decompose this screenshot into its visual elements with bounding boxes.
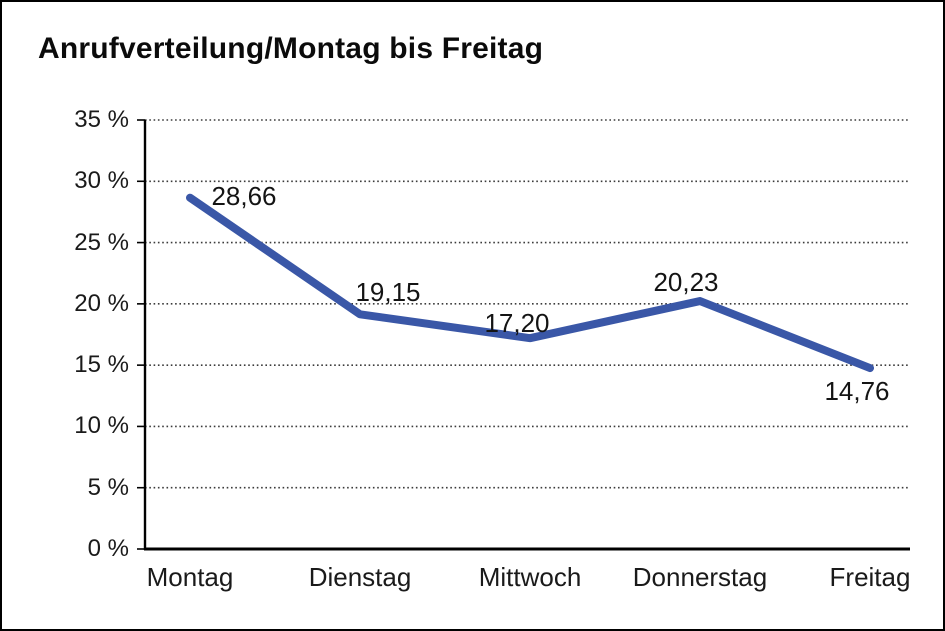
x-category-label: Donnerstag bbox=[632, 562, 768, 592]
y-tick-label: 25 % bbox=[74, 228, 129, 256]
y-tick-label: 15 % bbox=[74, 351, 129, 379]
y-tick-label: 20 % bbox=[74, 289, 129, 317]
y-tick-label: 10 % bbox=[74, 412, 129, 440]
x-category-label: Freitag bbox=[829, 562, 911, 592]
y-tick-label: 35 % bbox=[74, 106, 129, 133]
data-point-label: 14,76 bbox=[824, 376, 890, 407]
y-tick-label: 5 % bbox=[87, 473, 129, 501]
y-tick-label: 0 % bbox=[87, 535, 129, 562]
x-category-label: Montag bbox=[146, 562, 234, 592]
x-category-label: Dienstag bbox=[308, 562, 412, 592]
chart-title: Anrufverteilung/Montag bis Freitag bbox=[38, 32, 544, 65]
y-tick-label: 30 % bbox=[74, 167, 129, 195]
data-point-label: 20,23 bbox=[653, 267, 719, 298]
x-category-label: Mittwoch bbox=[478, 562, 582, 592]
data-point-label: 17,20 bbox=[484, 308, 550, 339]
data-point-label: 19,15 bbox=[355, 277, 421, 308]
data-point-label: 28,66 bbox=[211, 180, 277, 211]
series-line bbox=[186, 193, 874, 373]
